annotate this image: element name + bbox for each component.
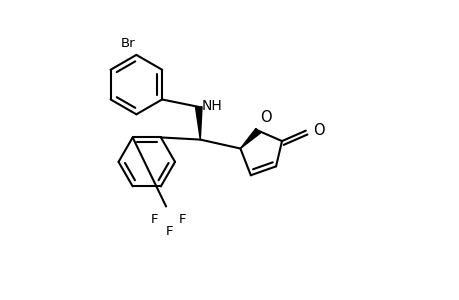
Polygon shape xyxy=(240,128,260,148)
Text: F: F xyxy=(150,213,157,226)
Text: O: O xyxy=(259,110,271,125)
Text: O: O xyxy=(313,123,325,138)
Text: F: F xyxy=(165,225,173,238)
Text: NH: NH xyxy=(202,99,222,113)
Text: Br: Br xyxy=(120,38,134,50)
Polygon shape xyxy=(195,107,202,140)
Text: F: F xyxy=(178,213,186,226)
